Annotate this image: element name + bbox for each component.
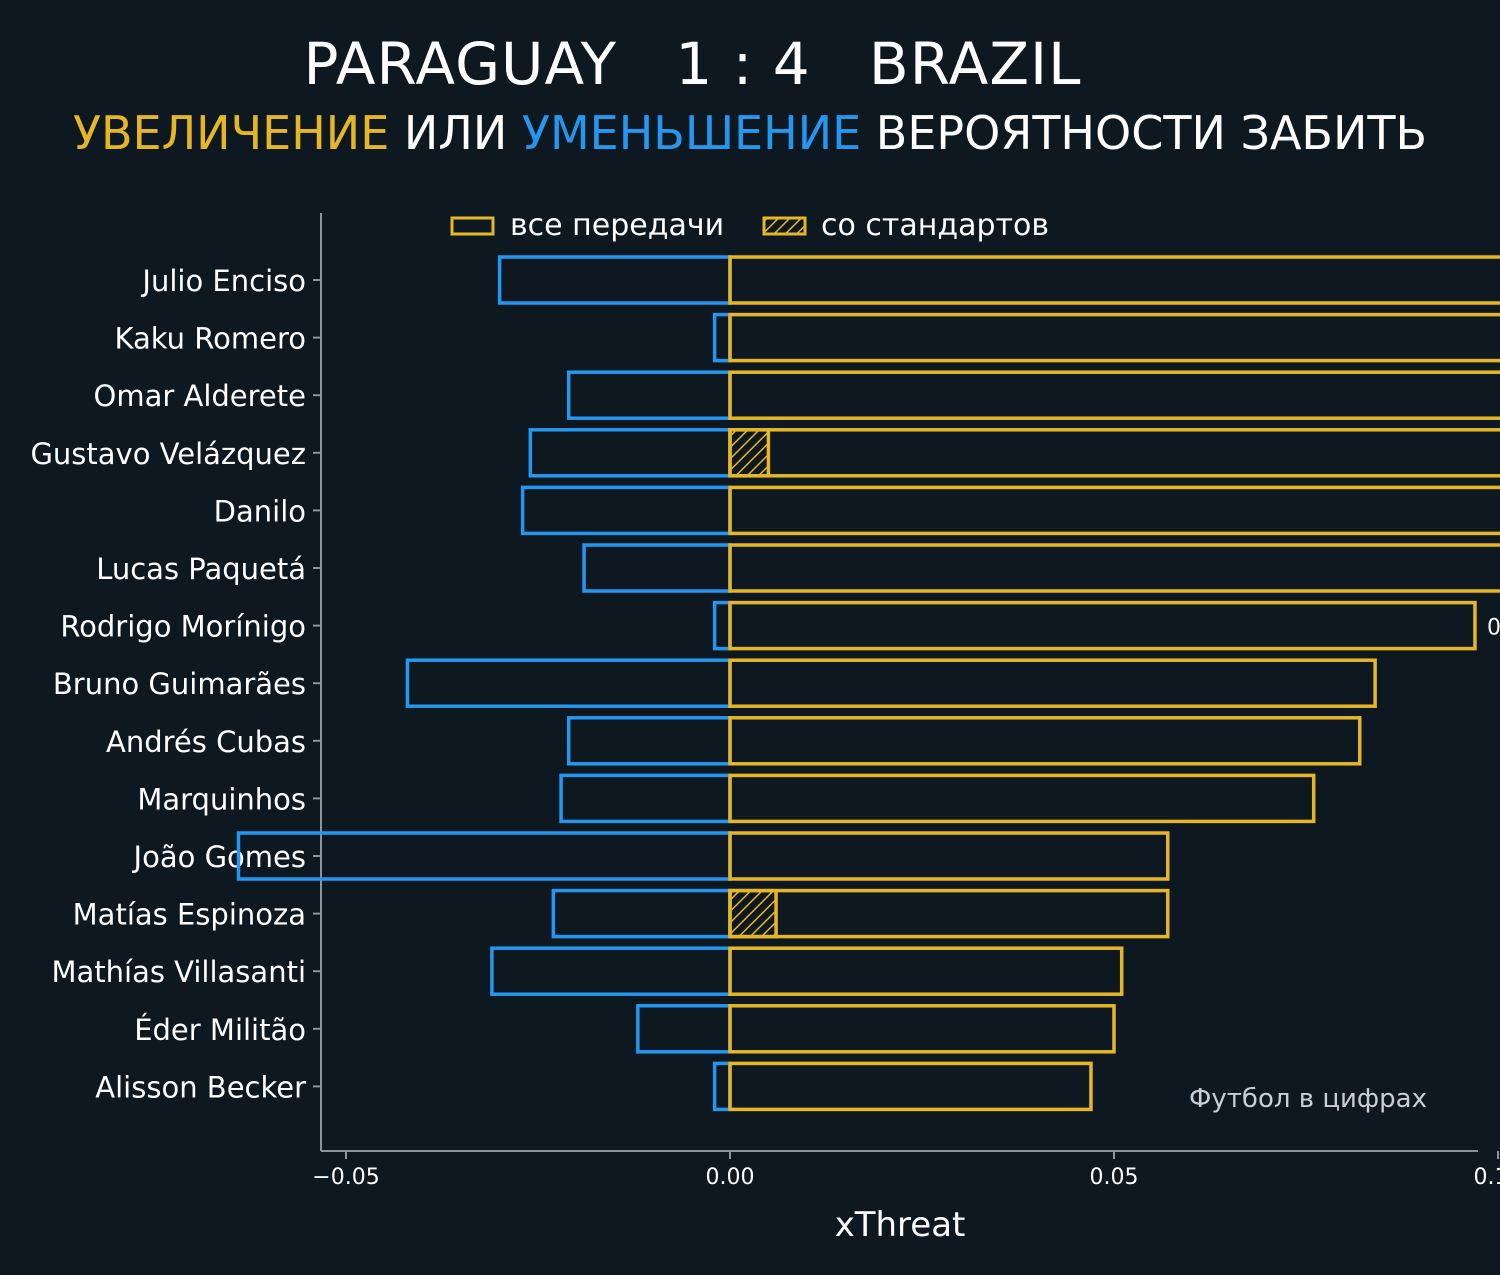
bar-set-pieces xyxy=(728,428,771,478)
bar-decrease xyxy=(712,600,732,651)
player-label: Rodrigo Morínigo xyxy=(60,610,306,644)
subtitle-or-word: ИЛИ xyxy=(389,106,522,160)
bar-decrease xyxy=(636,1004,732,1054)
bar-decrease xyxy=(566,716,732,766)
bar-increase xyxy=(728,716,1362,766)
subtitle-increase-word: УВЕЛИЧЕНИЕ xyxy=(72,106,390,160)
bar-decrease xyxy=(712,1061,732,1112)
bar-decrease xyxy=(551,888,732,939)
player-label: Marquinhos xyxy=(137,782,306,816)
legend-label-all-passes: все передачи xyxy=(510,208,724,243)
player-label: Danilo xyxy=(214,494,306,528)
player-label: Andrés Cubas xyxy=(106,725,306,759)
bar-decrease xyxy=(497,255,732,305)
bar-increase xyxy=(728,946,1124,996)
bar-increase xyxy=(728,485,1500,536)
bars: 0.150.130.120.120.110.10.1 xyxy=(236,255,1500,1112)
bar-increase xyxy=(728,773,1316,824)
x-tick-label: 0.10 xyxy=(1474,1165,1500,1190)
x-tick-label: 0.05 xyxy=(1090,1165,1139,1190)
player-label: Alisson Becker xyxy=(95,1070,306,1104)
player-label: Kaku Romero xyxy=(115,322,307,356)
axes: −0.10−0.050.000.050.100.15Julio EncisoKa… xyxy=(30,213,1500,1190)
chart-subtitle: УВЕЛИЧЕНИЕ ИЛИ УМЕНЬШЕНИЕ ВЕРОЯТНОСТИ ЗА… xyxy=(0,106,1500,160)
bar-increase xyxy=(728,312,1500,363)
chart-title: PARAGUAY 1 : 4 BRAZIL xyxy=(303,30,1082,98)
player-label: João Gomes xyxy=(132,840,306,874)
player-label: Omar Alderete xyxy=(94,379,306,413)
bar-decrease xyxy=(236,831,732,881)
player-label: Julio Enciso xyxy=(140,264,306,298)
bar-increase xyxy=(728,831,1170,881)
legend-label-set-pieces: со стандартов xyxy=(821,208,1049,243)
bar-decrease xyxy=(520,485,732,536)
player-label: Matías Espinoza xyxy=(73,898,306,932)
player-label: Éder Militão xyxy=(134,1013,306,1047)
bar-decrease xyxy=(712,312,732,363)
bar-decrease xyxy=(405,658,732,708)
bar-decrease xyxy=(582,543,732,593)
bar-set-pieces xyxy=(728,888,778,939)
x-tick-label: −0.05 xyxy=(312,1165,379,1190)
bar-decrease xyxy=(490,946,732,996)
bar-increase xyxy=(728,658,1377,708)
bar-increase xyxy=(728,543,1500,593)
subtitle-rest: ВЕРОЯТНОСТИ ЗАБИТЬ xyxy=(861,106,1428,160)
bar-decrease xyxy=(566,370,732,420)
bar-increase xyxy=(728,428,1500,478)
legend: все передачи со стандартов xyxy=(450,208,1049,243)
value-label: 0.1 xyxy=(1487,616,1500,641)
bar-increase xyxy=(728,1004,1116,1054)
bar-increase xyxy=(728,1061,1093,1112)
legend-swatch-set-pieces xyxy=(762,216,807,236)
bar-increase xyxy=(728,600,1477,651)
bar-decrease xyxy=(528,428,732,478)
bar-increase xyxy=(728,255,1500,305)
watermark: Футбол в цифрах xyxy=(1189,1084,1427,1114)
player-label: Lucas Paquetá xyxy=(96,552,306,586)
player-label: Mathías Villasanti xyxy=(51,955,306,989)
player-label: Gustavo Velázquez xyxy=(30,437,306,471)
subtitle-decrease-word: УМЕНЬШЕНИЕ xyxy=(521,106,862,160)
bar-increase xyxy=(728,370,1500,420)
legend-swatch-all-passes xyxy=(450,216,495,236)
bar-decrease xyxy=(559,773,732,824)
x-axis-label: xThreat xyxy=(835,1205,966,1245)
x-tick-label: 0.00 xyxy=(706,1165,755,1190)
player-label: Bruno Guimarães xyxy=(53,667,306,701)
bar-increase xyxy=(728,888,1170,939)
